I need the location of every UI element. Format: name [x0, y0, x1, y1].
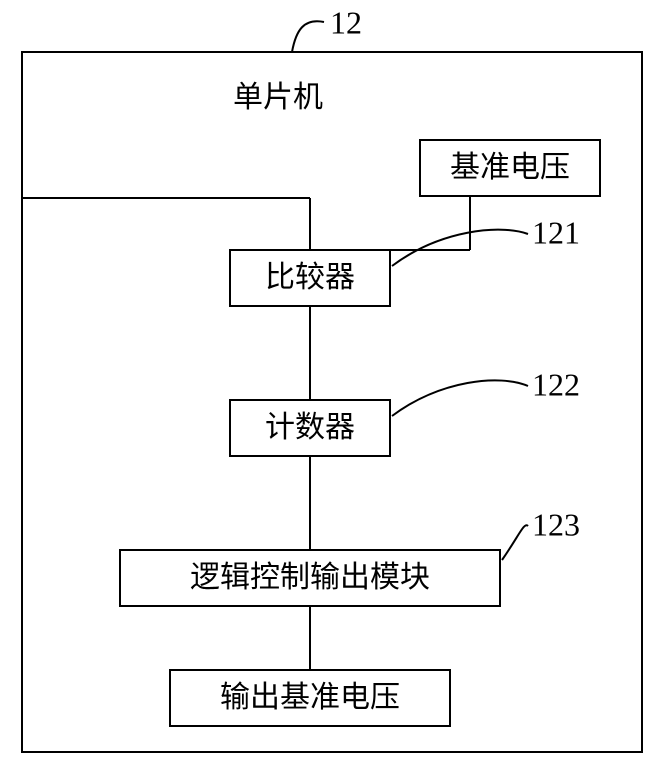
outer-ref-label: 12: [330, 4, 362, 40]
svg-text:122: 122: [532, 366, 580, 402]
svg-text:计数器: 计数器: [265, 411, 355, 444]
block-diagram: 单片机 12 基准电压 比较器 121 计数器 122 逻辑控制输出模块 123…: [0, 0, 672, 774]
svg-text:121: 121: [532, 214, 580, 250]
svg-text:123: 123: [532, 506, 580, 542]
node-ref-voltage: 基准电压: [420, 140, 600, 196]
svg-text:基准电压: 基准电压: [450, 151, 570, 184]
node-output: 输出基准电压: [170, 670, 450, 726]
outer-title: 单片机: [233, 81, 323, 114]
svg-text:比较器: 比较器: [265, 261, 355, 294]
svg-text:输出基准电压: 输出基准电压: [220, 681, 400, 714]
svg-text:逻辑控制输出模块: 逻辑控制输出模块: [190, 561, 430, 594]
outer-leader: [292, 21, 324, 52]
